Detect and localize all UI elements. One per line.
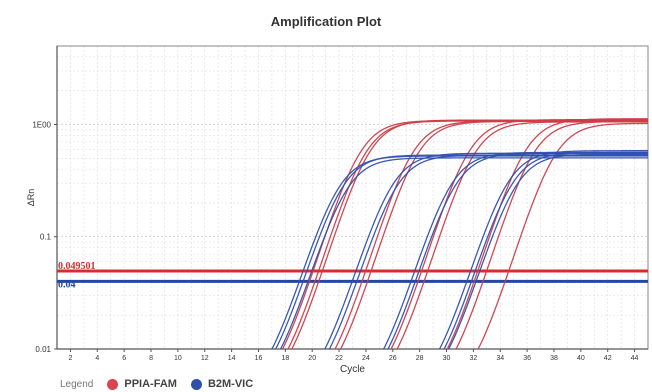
amplification-curve	[339, 120, 648, 349]
amplification-curve	[446, 118, 648, 349]
x-tick-label: 42	[604, 355, 612, 362]
amplification-curve	[328, 154, 648, 349]
x-tick-label: 18	[281, 355, 289, 362]
y-axis-label: ΔRn	[26, 189, 36, 207]
x-tick-label: 10	[174, 355, 182, 362]
threshold-label: 0.04	[58, 279, 76, 290]
x-tick-label: 30	[443, 355, 451, 362]
x-tick-label: 32	[469, 355, 477, 362]
legend-text: PPIA-FAM	[124, 378, 177, 390]
x-tick-label: 12	[201, 355, 209, 362]
x-tick-label: 44	[631, 355, 639, 362]
x-tick-label: 2	[68, 355, 72, 362]
x-tick-label: 4	[95, 355, 99, 362]
x-tick-label: 34	[496, 355, 504, 362]
amplification-curve	[443, 151, 648, 349]
x-tick-label: 6	[122, 355, 126, 362]
legend-item-ppia-fam: PPIA-FAM	[107, 378, 177, 390]
x-tick-label: 36	[523, 355, 531, 362]
y-tick-label: 0.01	[35, 345, 51, 354]
threshold-label: 0.049501	[58, 261, 96, 272]
amplification-curve	[455, 120, 648, 349]
x-tick-label: 8	[149, 355, 153, 362]
x-tick-label: 14	[228, 355, 236, 362]
legend-title: Legend	[60, 378, 94, 390]
y-tick-label: 1E00	[32, 120, 51, 129]
x-tick-label: 24	[362, 355, 370, 362]
grid	[56, 45, 649, 350]
amplification-curve	[477, 122, 648, 349]
chart-title: Amplification Plot	[270, 14, 382, 29]
amplification-curve	[279, 157, 648, 349]
x-axis-label: Cycle	[340, 364, 365, 375]
x-tick-label: 28	[416, 355, 424, 362]
legend-dot-icon	[107, 378, 119, 390]
amplification-curve	[447, 153, 648, 349]
amplification-curve	[382, 151, 648, 349]
legend-item-b2m-vic: B2M-VIC	[190, 378, 254, 390]
x-tick-label: 38	[550, 355, 558, 362]
amplification-curves	[271, 118, 648, 349]
y-tick-label: 0.1	[40, 233, 52, 242]
axis-labels: 2 4 6 8 10 12 14 16 18 20 22 24 26 28 30 32 34 36 38 40 42 44…	[26, 120, 639, 375]
x-tick-label: 26	[389, 355, 397, 362]
x-tick-label: 20	[308, 355, 316, 362]
axes	[54, 45, 649, 352]
x-tick-label: 16	[255, 355, 263, 362]
legend-text: B2M-VIC	[207, 378, 254, 390]
legend: Legend PPIA-FAM B2M-VIC	[60, 377, 267, 391]
x-tick-label: 22	[335, 355, 343, 362]
amplification-curve	[438, 150, 648, 349]
amplification-curve	[396, 121, 648, 349]
amplification-curve	[390, 119, 648, 349]
x-tick-label: 40	[577, 355, 585, 362]
legend-dot-icon	[190, 378, 202, 390]
